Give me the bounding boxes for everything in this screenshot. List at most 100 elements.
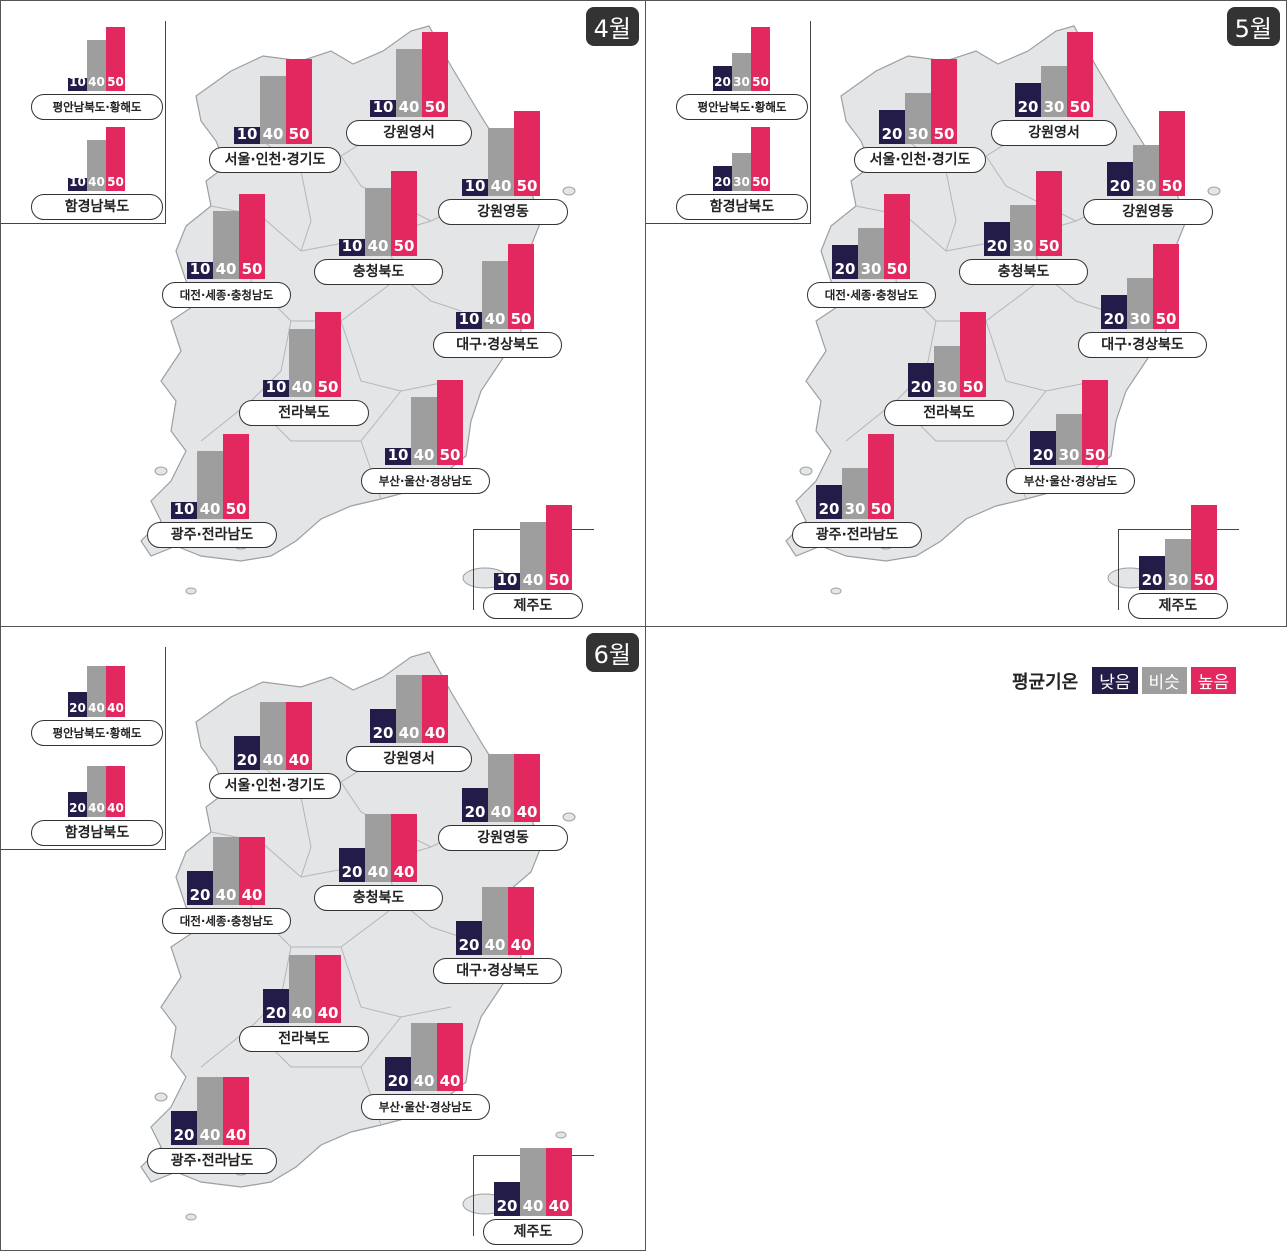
bar-high: 40 [422, 675, 448, 743]
region-label: 부산·울산·경상남도 [361, 468, 490, 494]
bar-high: 40 [315, 955, 341, 1023]
bar-low: 20 [1139, 556, 1165, 590]
bar-low: 20 [263, 989, 289, 1023]
region-bar-group: 20 40 40 [456, 627, 534, 955]
bar-low: 20 [713, 165, 732, 191]
region-bar-group: 20 30 50 [984, 1, 1062, 256]
bar-high: 50 [751, 27, 770, 91]
bar-value-label: 50 [424, 98, 446, 116]
bar-value-label: 50 [107, 75, 124, 89]
bar-normal: 40 [197, 451, 223, 519]
region-label: 제주도 [483, 593, 583, 619]
bar-high: 50 [422, 32, 448, 117]
bar-low: 10 [456, 311, 482, 329]
bar-value-label: 30 [1043, 98, 1065, 116]
province-border [340, 320, 452, 392]
bar-value-label: 50 [439, 446, 461, 464]
bar-value-label: 50 [1084, 446, 1106, 464]
region-bar-group: 20 40 40 [171, 627, 249, 1145]
bar-value-label: 40 [413, 446, 435, 464]
bar-high: 40 [546, 1148, 572, 1216]
bar-value-label: 10 [236, 125, 258, 143]
bar-value-label: 40 [484, 310, 506, 328]
bar-high: 50 [1191, 505, 1217, 590]
bar-value-label: 20 [236, 751, 258, 769]
bar-value-label: 10 [173, 500, 195, 518]
region-label: 강원영동 [438, 199, 568, 225]
region-label: 부산·울산·경상남도 [361, 1094, 490, 1120]
bar-normal: 40 [488, 128, 514, 196]
bar-value-label: 40 [288, 751, 310, 769]
bar-normal: 40 [520, 1148, 546, 1216]
bar-value-label: 20 [818, 500, 840, 518]
region-label: 광주·전라남도 [147, 522, 277, 548]
bar-value-label: 20 [189, 886, 211, 904]
province-border [380, 861, 462, 938]
bar-value-label: 20 [265, 1004, 287, 1022]
bar-value-label: 20 [714, 75, 731, 89]
north-inset-frame [646, 21, 811, 224]
bar-high: 50 [1036, 171, 1062, 256]
region-label: 대전·세종·충청남도 [162, 908, 291, 934]
bar-normal: 30 [934, 346, 960, 397]
bar-value-label: 20 [910, 378, 932, 396]
legend-item-high: 높음 [1190, 667, 1237, 694]
bar-normal: 40 [87, 140, 106, 191]
bar-value-label: 40 [262, 751, 284, 769]
bar-high: 50 [315, 312, 341, 397]
bar-value-label: 10 [69, 75, 86, 89]
bar-value-label: 50 [548, 571, 570, 589]
bar-low: 10 [339, 238, 365, 256]
bar-value-label: 30 [1167, 571, 1189, 589]
bar-low: 10 [462, 178, 488, 196]
bar-normal: 40 [396, 49, 422, 117]
bar-high: 50 [508, 244, 534, 329]
region-label: 충청북도 [314, 885, 443, 911]
island [185, 587, 197, 595]
bar-high: 50 [286, 59, 312, 144]
legend: 평균기온 낮음 비슷 높음 [1012, 667, 1240, 694]
bar-value-label: 20 [496, 1197, 518, 1215]
bar-value-label: 20 [69, 701, 86, 715]
bar-value-label: 50 [288, 125, 310, 143]
bar-value-label: 50 [1069, 98, 1091, 116]
region-label: 평안남북도·황해도 [31, 720, 163, 746]
bar-high: 40 [391, 814, 417, 882]
region-bar-group: 20 40 40 [263, 627, 341, 1023]
region-bar-group: 20 30 50 [1107, 1, 1185, 196]
bar-low: 20 [494, 1182, 520, 1216]
bar-value-label: 20 [714, 175, 731, 189]
month-badge: 6월 [585, 633, 639, 672]
bar-value-label: 40 [367, 237, 389, 255]
bar-high: 40 [437, 1023, 463, 1091]
region-bar-group: 20 30 50 [832, 1, 910, 279]
bar-value-label: 30 [844, 500, 866, 518]
region-label: 대전·세종·충청남도 [807, 282, 936, 308]
bar-low: 20 [908, 363, 934, 397]
region-label: 제주도 [483, 1219, 583, 1245]
bar-low: 20 [68, 691, 87, 717]
bar-value-label: 40 [398, 724, 420, 742]
province-border [340, 946, 452, 1018]
bar-value-label: 40 [516, 803, 538, 821]
region-bar-group: 10 40 50 [494, 1, 572, 590]
bar-normal: 30 [858, 228, 884, 279]
region-bar-group: 20 30 50 [816, 1, 894, 519]
bar-value-label: 50 [317, 378, 339, 396]
region-bar-group: 10 40 50 [263, 1, 341, 397]
bar-low: 20 [832, 245, 858, 279]
region-label: 광주·전라남도 [147, 1148, 277, 1174]
bar-normal: 40 [289, 955, 315, 1023]
bar-normal: 40 [365, 188, 391, 256]
region-label: 서울·인천·경기도 [209, 147, 341, 173]
bar-low: 10 [370, 99, 396, 117]
region-bar-group: 20 40 40 [494, 627, 572, 1216]
bar-low: 10 [68, 176, 87, 191]
bar-high: 50 [546, 505, 572, 590]
bar-low: 20 [1107, 162, 1133, 196]
bar-value-label: 50 [870, 500, 892, 518]
region-bar-group: 10 40 50 [339, 1, 417, 256]
island [154, 1092, 168, 1102]
region-label: 강원영동 [1083, 199, 1213, 225]
bar-normal: 30 [1010, 205, 1036, 256]
